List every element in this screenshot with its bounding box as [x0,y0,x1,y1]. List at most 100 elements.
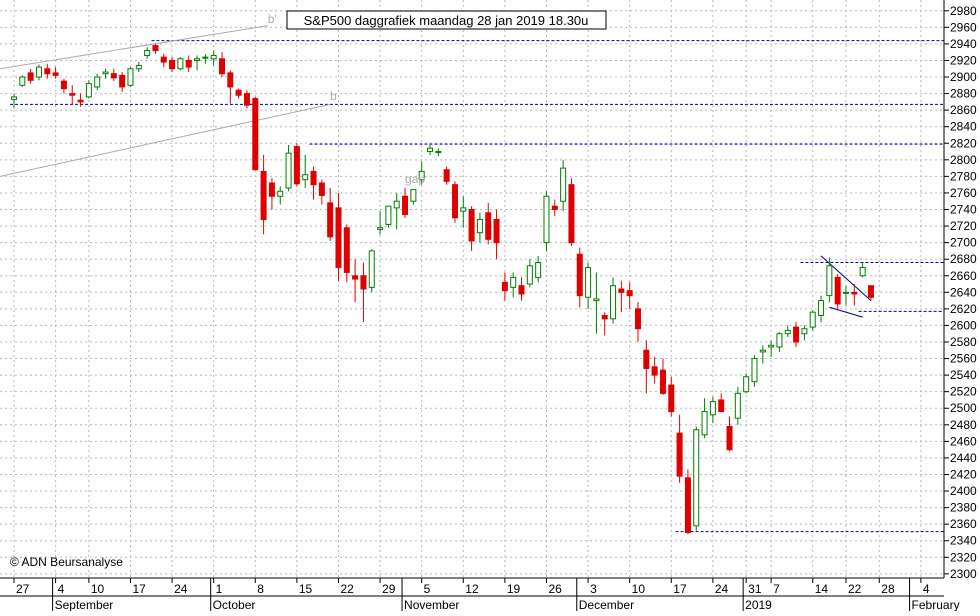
candle-body [693,429,700,527]
candle-body [210,54,217,60]
candle-body [576,253,583,297]
candle-body [393,200,400,209]
candle-body [227,72,234,88]
candle [52,67,59,79]
candle [751,355,758,387]
y-tick-label: 2760 [950,186,977,200]
candle-body [643,349,650,369]
x-tick-label: 17 [673,582,687,596]
y-tick-label: 2580 [950,335,977,349]
credit-text: © ADN Beursanalyse [10,555,123,569]
candle [784,325,791,338]
title-box [286,10,607,30]
candle [393,192,400,230]
candle-body [784,329,791,335]
candle [327,187,334,241]
candle [759,345,766,364]
candle-body [268,182,275,197]
candle [410,189,417,205]
y-tick-label: 2360 [950,517,977,531]
candle-body [468,209,475,242]
x-tick-label: 1 [216,582,223,596]
candle-body [768,344,775,348]
candle [518,277,525,301]
y-tick-label: 2940 [950,37,977,51]
candle-body [202,56,209,59]
candle-body [718,399,725,413]
candle [585,262,592,309]
candle-body [734,392,741,419]
candle [551,199,558,217]
y-tick-label: 2860 [950,103,977,117]
y-tick-label: 2540 [950,368,977,382]
candle-body [102,71,109,75]
candle-body [676,432,683,477]
candle-body [152,45,159,52]
candle-body [651,366,658,376]
candle [310,166,317,200]
candle [427,143,433,155]
candle [859,262,866,278]
candle-body [318,182,325,196]
candle-body [293,146,300,185]
y-tick-label: 2920 [950,53,977,67]
y-tick-label: 2740 [950,203,977,217]
x-tick-label: 4 [58,582,65,596]
candle [635,302,641,342]
x-tick-label: 31 [748,582,762,596]
grid [0,0,944,578]
x-tick-label: 28 [881,582,895,596]
candle-body [11,96,17,100]
y-tick-label: 2600 [950,318,977,332]
candle [293,143,300,187]
month-label: 2019 [745,598,772,611]
candle [11,93,17,109]
x-tick-label: 29 [382,582,396,596]
candle [402,187,409,218]
candle [127,67,134,87]
candle-body [177,58,184,70]
x-tick-label: 26 [548,582,562,596]
candle [35,64,42,81]
candle-body [402,195,409,215]
candle [377,211,384,235]
candle-body [85,83,92,98]
candle [152,43,159,54]
candle-body [185,59,192,68]
x-tick-label: 19 [507,582,521,596]
candle-body [751,358,758,383]
candle [44,63,51,79]
candle [768,340,775,357]
candle-body [618,288,625,293]
candle [277,186,284,205]
x-tick-label: 14 [815,582,829,596]
candle [560,159,567,212]
y-tick-label: 2340 [950,534,977,548]
x-tick-label: 27 [16,582,30,596]
candle [77,93,84,107]
y-tick-label: 2480 [950,418,977,432]
candle [177,57,184,71]
x-tick-label: 17 [132,582,146,596]
candle-body [518,285,525,295]
candle-body [302,174,309,181]
candle-body [826,265,833,297]
candle [435,148,442,157]
candle-body [843,291,849,294]
candle-body [867,285,874,298]
candle [194,55,201,71]
candle-body [851,291,858,295]
candle [343,224,350,283]
candle-body [335,207,342,268]
candle-body [427,147,433,153]
month-label: September [55,598,114,611]
y-tick-label: 2500 [950,401,977,415]
candle [601,312,608,336]
candle-body [135,64,142,70]
candle [526,259,533,288]
candle-body [493,218,500,244]
candle-body [160,56,167,63]
candle [285,144,292,192]
y-tick-label: 2420 [950,467,977,481]
candle-body [19,76,26,86]
